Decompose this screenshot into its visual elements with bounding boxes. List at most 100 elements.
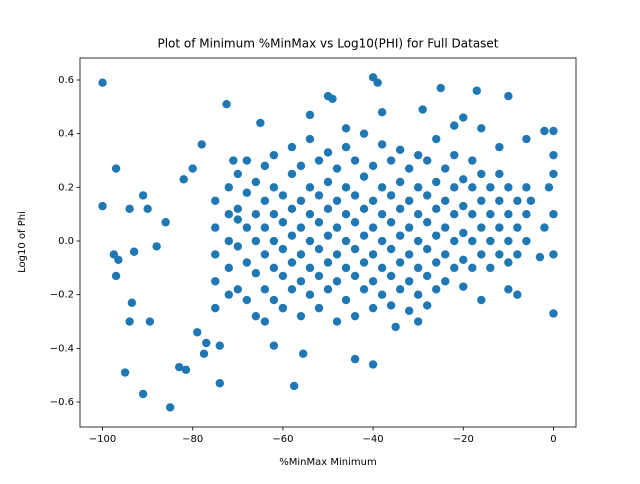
point	[296, 277, 306, 286]
point	[404, 223, 414, 232]
point	[368, 250, 378, 259]
point	[404, 277, 414, 286]
point	[404, 196, 414, 205]
point	[504, 209, 513, 219]
point	[111, 271, 121, 281]
point	[549, 309, 558, 318]
point	[350, 244, 360, 254]
point	[224, 290, 233, 299]
point	[395, 285, 405, 294]
point	[305, 183, 315, 192]
point	[229, 156, 238, 165]
point	[468, 156, 477, 165]
point	[404, 250, 414, 259]
point	[526, 196, 536, 205]
point	[129, 247, 139, 256]
point	[368, 303, 378, 313]
x-tick-label: −20	[453, 434, 474, 445]
x-axis-label: %MinMax Minimum	[279, 457, 376, 468]
point	[242, 223, 252, 232]
point	[544, 183, 554, 192]
point	[296, 250, 306, 259]
point	[423, 301, 432, 310]
point	[299, 349, 308, 358]
point	[504, 236, 513, 246]
point	[477, 124, 486, 133]
y-axis-label: Log10 of Phi	[17, 211, 28, 273]
point	[278, 303, 288, 313]
point	[432, 177, 441, 187]
point	[145, 317, 155, 326]
point	[522, 134, 531, 144]
point	[138, 191, 148, 200]
point	[377, 290, 387, 299]
point	[386, 271, 396, 281]
point	[305, 134, 315, 144]
point	[450, 236, 459, 246]
point	[522, 183, 531, 192]
point	[251, 269, 261, 278]
point	[441, 277, 450, 286]
point	[495, 196, 504, 205]
point	[314, 271, 324, 281]
point	[305, 263, 315, 273]
point	[359, 258, 369, 267]
point	[540, 126, 549, 136]
point	[504, 91, 513, 101]
point	[332, 196, 342, 205]
point	[423, 244, 432, 254]
point	[441, 164, 450, 173]
point	[120, 368, 130, 377]
point	[441, 196, 450, 205]
point	[472, 86, 481, 95]
point	[332, 250, 342, 259]
point	[350, 311, 360, 321]
point	[341, 263, 351, 273]
point	[251, 236, 261, 246]
point	[296, 223, 306, 232]
point	[450, 150, 459, 160]
point	[233, 242, 243, 251]
point	[468, 263, 477, 273]
point	[432, 231, 441, 240]
point	[305, 236, 315, 246]
point	[260, 196, 270, 205]
point	[513, 250, 522, 259]
point	[413, 150, 423, 160]
y-tick-label: −0.6	[50, 397, 74, 408]
point	[224, 236, 233, 246]
point	[323, 204, 333, 214]
y-tick-label: 0.4	[58, 129, 74, 140]
point	[269, 183, 279, 192]
point	[251, 311, 261, 321]
point	[504, 183, 513, 192]
y-tick-label: 0.6	[58, 75, 74, 86]
point	[350, 218, 360, 227]
point	[459, 175, 468, 184]
point	[368, 223, 378, 232]
point	[513, 196, 522, 205]
point	[287, 169, 297, 179]
point	[549, 209, 558, 219]
point	[495, 169, 504, 179]
point	[404, 306, 414, 315]
point	[513, 223, 522, 232]
point	[211, 277, 220, 286]
point	[175, 362, 184, 372]
point	[233, 204, 243, 214]
point	[138, 389, 148, 399]
x-tick-label: −100	[89, 434, 116, 445]
point	[477, 223, 486, 232]
point	[477, 250, 486, 259]
point	[269, 209, 279, 219]
point	[314, 244, 324, 254]
point	[269, 295, 279, 305]
point	[287, 285, 297, 294]
point	[540, 223, 549, 232]
point	[98, 78, 107, 87]
x-tick-label: 0	[550, 434, 556, 445]
point	[314, 191, 324, 200]
point	[468, 236, 477, 246]
point	[125, 317, 134, 326]
y-tick-label: 0.2	[58, 182, 74, 193]
